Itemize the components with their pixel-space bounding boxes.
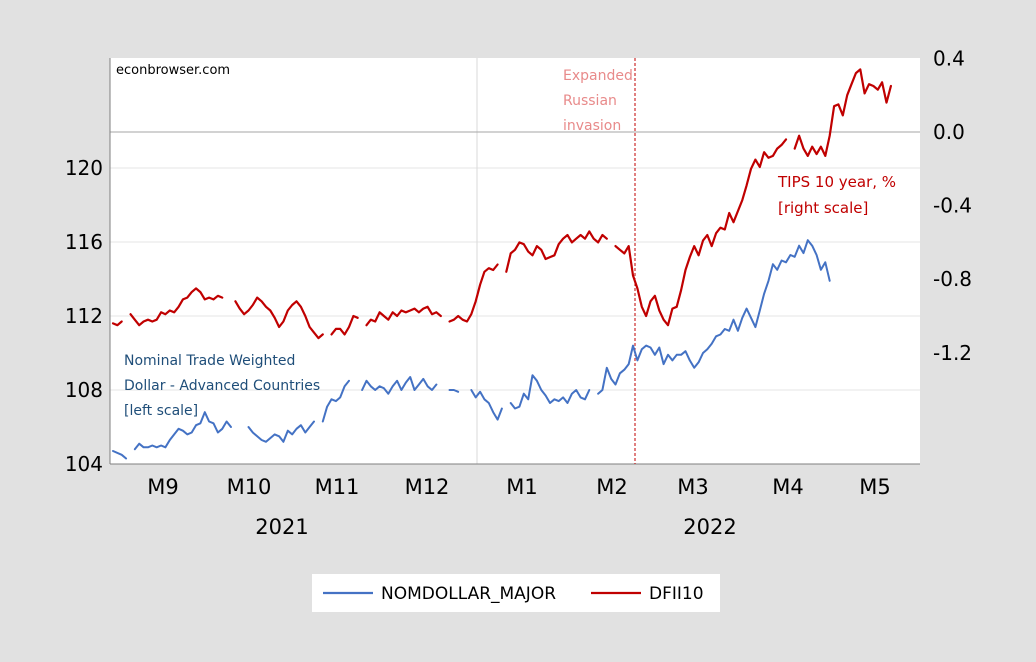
legend-label-nomdollar: NOMDOLLAR_MAJOR (381, 584, 556, 604)
series-dfii10-segment-8 (793, 68, 892, 157)
series-dfii10-segment-3 (330, 314, 359, 336)
left-tick-label-1: 108 (65, 378, 103, 402)
event-annotation-line2: Russian (563, 93, 617, 109)
series-layer (111, 68, 892, 460)
series-nomdollar_major-segment-1 (133, 411, 232, 451)
tips-annotation-line1: TIPS 10 year, % (777, 173, 896, 191)
series-nomdollar_major-segment-0 (112, 450, 128, 460)
right-tick-label-2: -0.4 (933, 194, 972, 218)
month-labels: M9 M10 M11 M12 M1 M2 M3 M4 M5 (147, 475, 890, 499)
month-label-m3: M3 (677, 475, 708, 499)
month-label-m2: M2 (596, 475, 627, 499)
series-dfii10-segment-1 (129, 287, 224, 327)
year-label-2021: 2021 (255, 515, 308, 539)
event-annotation-line3: invasion (563, 118, 621, 134)
series-nomdollar_major-segment-2 (247, 420, 315, 443)
legend-label-dfii10: DFII10 (649, 584, 704, 604)
right-tick-label-3: 0.0 (933, 120, 965, 144)
month-label-m9: M9 (147, 475, 178, 499)
right-tick-label-1: -0.8 (933, 267, 972, 291)
left-tick-label-0: 104 (65, 452, 103, 476)
year-label-2022: 2022 (683, 515, 736, 539)
legend (312, 574, 720, 612)
month-label-m1: M1 (506, 475, 537, 499)
series-nomdollar_major-segment-3 (321, 379, 350, 423)
series-nomdollar_major-segment-8 (597, 239, 831, 395)
series-dfii10-segment-2 (234, 296, 324, 340)
right-axis-ticks: -1.2 -0.8 -0.4 0.0 0.4 (933, 46, 972, 364)
left-tick-label-2: 112 (65, 304, 103, 328)
tips-annotation-line2: [right scale] (778, 199, 868, 217)
left-tick-label-3: 116 (65, 230, 103, 254)
right-tick-label-0: -1.2 (933, 341, 972, 365)
month-label-m10: M10 (227, 475, 272, 499)
series-dfii10-segment-5 (448, 263, 499, 323)
series-nomdollar_major-segment-5 (448, 389, 460, 393)
series-dfii10-segment-0 (111, 320, 123, 327)
source-label: econbrowser.com (116, 63, 230, 78)
month-label-m4: M4 (772, 475, 803, 499)
month-label-m11: M11 (315, 475, 360, 499)
gridlines (110, 167, 920, 391)
series-nomdollar_major-segment-7 (509, 374, 591, 410)
event-annotation-line1: Expanded (563, 68, 633, 84)
series-dfii10-segment-7 (614, 138, 788, 327)
plot-area (110, 58, 920, 464)
series-nomdollar_major-segment-4 (361, 376, 438, 395)
month-label-m5: M5 (859, 475, 890, 499)
series-nomdollar_major-segment-6 (470, 389, 503, 421)
left-axis-ticks: 104 108 112 116 120 (65, 156, 103, 476)
right-tick-label-4: 0.4 (933, 46, 965, 70)
dollar-annotation-line1: Nominal Trade Weighted (124, 353, 295, 369)
series-dfii10-segment-4 (365, 305, 442, 327)
dollar-annotation-line2: Dollar - Advanced Countries (124, 378, 320, 394)
dollar-annotation-line3: [left scale] (124, 403, 198, 419)
series-dfii10-segment-6 (505, 230, 608, 273)
month-label-m12: M12 (405, 475, 450, 499)
left-tick-label-4: 120 (65, 156, 103, 180)
